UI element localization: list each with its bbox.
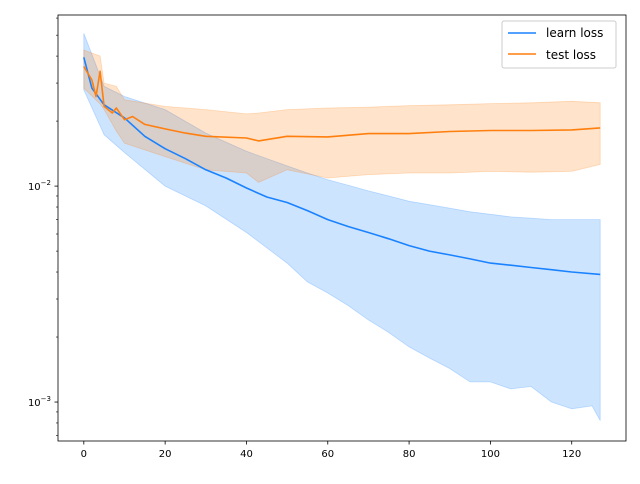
x-tick-label: 40 (240, 449, 253, 460)
x-tick-label: 0 (81, 449, 87, 460)
test-loss-line (83, 66, 601, 142)
x-tick-label: 100 (481, 449, 500, 460)
x-tick-label: 80 (403, 449, 416, 460)
confidence-bands (83, 33, 601, 421)
series-lines (83, 57, 601, 276)
learn-loss-band (83, 33, 601, 421)
learn-loss-line (83, 57, 601, 276)
x-tick-label: 120 (562, 449, 581, 460)
legend-label-test-loss: test loss (546, 48, 596, 62)
y-tick-label: 10−3 (28, 395, 51, 409)
test-loss-band (83, 49, 601, 183)
plot-frame (57, 14, 627, 442)
x-axis: 0 20 40 60 80 100 120 (81, 441, 581, 460)
x-tick-label: 60 (321, 449, 334, 460)
legend-label-learn-loss: learn loss (546, 26, 603, 40)
y-tick-label: 10−2 (28, 179, 51, 193)
legend: learn loss test loss (501, 20, 617, 69)
y-axis: 10−3 10−2 (28, 17, 58, 436)
x-tick-label: 20 (159, 449, 172, 460)
